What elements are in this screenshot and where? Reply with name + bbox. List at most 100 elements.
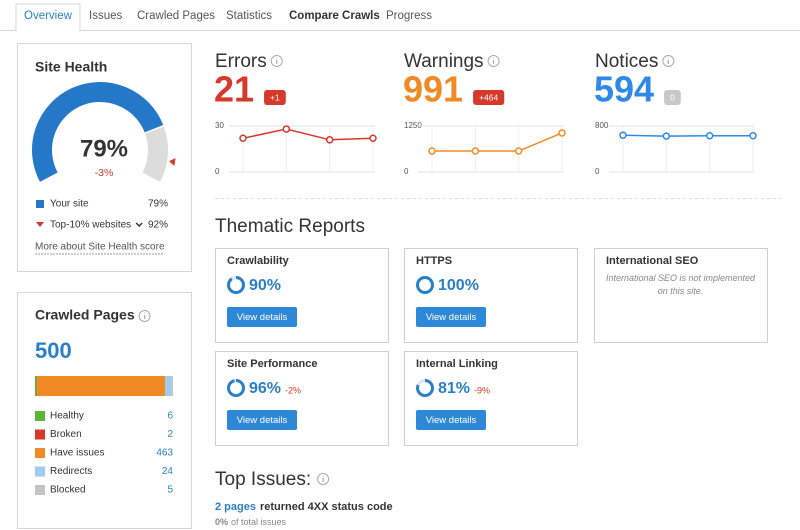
top10-marker	[169, 158, 176, 166]
report-score[interactable]: 96%	[249, 380, 281, 397]
active-tab	[15, 3, 81, 31]
report-score[interactable]: 81%	[438, 380, 470, 397]
legend-value[interactable]: 463	[156, 448, 173, 459]
report-note-text: International SEO is not implemented on …	[605, 273, 756, 296]
legend-swatch	[36, 200, 44, 208]
y-tick-label: 800	[595, 121, 609, 130]
legend-swatch	[35, 485, 45, 495]
legend-label: Redirects	[50, 466, 92, 477]
button-label[interactable]: View details	[426, 415, 477, 426]
sparkline-point	[369, 134, 377, 143]
sparkline-point	[558, 129, 566, 137]
card	[17, 292, 192, 529]
button-label[interactable]: View details	[237, 415, 288, 426]
change-badge-text: +464	[479, 92, 498, 102]
link[interactable]: More about Site Health score	[35, 242, 165, 253]
change-badge	[664, 90, 681, 105]
legend-value[interactable]: 5	[167, 485, 173, 496]
metric-value[interactable]: 594	[594, 69, 654, 110]
tab[interactable]: Compare Crawls	[289, 10, 380, 22]
view-details-button[interactable]	[416, 410, 486, 430]
bar-segment	[35, 376, 37, 396]
y-tick-label: 30	[215, 121, 224, 130]
legend-swatch	[36, 222, 44, 227]
section-title: Top Issues:	[215, 469, 311, 490]
bar-segment	[36, 376, 38, 396]
report-title: HTTPS	[416, 255, 452, 267]
report-score[interactable]: 90%	[249, 277, 281, 294]
gauge-value	[32, 82, 164, 182]
legend-label: Blocked	[50, 485, 86, 496]
dropdown-chevron[interactable]	[135, 222, 143, 227]
tab[interactable]: Crawled Pages	[137, 10, 215, 22]
report-score[interactable]: 100%	[438, 277, 479, 294]
y-tick-label: 0	[595, 167, 600, 176]
info-icon	[662, 55, 675, 67]
info-icon	[317, 473, 330, 485]
sparkline-point	[239, 134, 247, 143]
sparkline-point	[471, 147, 480, 155]
issue-text: returned 4XX status code	[260, 501, 393, 513]
sparkline-point	[282, 125, 291, 133]
y-tick-label: 0	[215, 167, 220, 176]
legend-value: 92%	[148, 220, 168, 231]
sparkline	[432, 132, 563, 152]
report-note: International SEO is not implemented on …	[605, 273, 756, 296]
sparkline-point	[705, 132, 714, 140]
legend-value[interactable]: 24	[162, 466, 174, 477]
sparkline-point	[325, 136, 334, 144]
issue-link[interactable]: 2 pages	[215, 501, 256, 513]
sparkline-point	[514, 147, 523, 155]
change-badge	[473, 90, 505, 105]
report-title: Crawlability	[227, 255, 290, 267]
card-title: Crawled Pages	[35, 307, 135, 323]
tab[interactable]: Statistics	[226, 10, 272, 22]
tab[interactable]: Progress	[386, 10, 432, 22]
sparkline	[242, 128, 374, 141]
issue-line: 2 pages returned 4XX status code	[215, 501, 393, 513]
info-icon	[487, 55, 500, 67]
metric-value[interactable]: 21	[214, 69, 254, 110]
total-pages: 500	[35, 338, 72, 363]
legend-value[interactable]: 6	[167, 411, 173, 422]
report-title: International SEO	[606, 255, 699, 267]
donut-value	[416, 276, 434, 294]
change-badge	[264, 90, 286, 105]
report-change: -9%	[474, 385, 490, 395]
sparkline-point	[619, 131, 627, 139]
legend-label: Broken	[50, 429, 82, 440]
donut-value	[227, 379, 245, 397]
tab[interactable]: Issues	[89, 10, 122, 22]
sparkline-point	[428, 147, 436, 155]
tab[interactable]: Overview	[24, 10, 73, 22]
button-label[interactable]: View details	[426, 312, 477, 323]
bar-segment	[164, 376, 172, 396]
bar-segment	[171, 376, 173, 396]
gauge-track	[142, 126, 168, 182]
button-label[interactable]: View details	[237, 312, 288, 323]
metric-title: Notices	[595, 51, 658, 72]
bar-segment	[37, 376, 165, 396]
legend-value[interactable]: 2	[167, 429, 173, 440]
legend-value: 79%	[148, 199, 168, 210]
legend-label: Healthy	[50, 411, 84, 422]
view-details-button[interactable]	[227, 410, 297, 430]
metric-value[interactable]: 991	[403, 69, 463, 110]
view-details-button[interactable]	[416, 307, 486, 327]
card-title: Site Health	[35, 59, 107, 75]
report-title: Site Performance	[227, 358, 317, 370]
view-details-button[interactable]	[227, 307, 297, 327]
sparkline-point	[662, 132, 671, 140]
metric-title: Errors	[215, 51, 267, 72]
sparkline-point	[749, 132, 757, 140]
issue-share: 0% of total issues	[215, 517, 287, 527]
sparkline	[622, 134, 753, 137]
metric-title: Warnings	[404, 51, 484, 72]
change-badge-text: 0	[670, 92, 675, 102]
legend-label: Your site	[50, 199, 89, 210]
y-tick-label: 0	[404, 167, 409, 176]
legend-swatch	[35, 466, 45, 477]
section-title: Thematic Reports	[215, 216, 365, 237]
